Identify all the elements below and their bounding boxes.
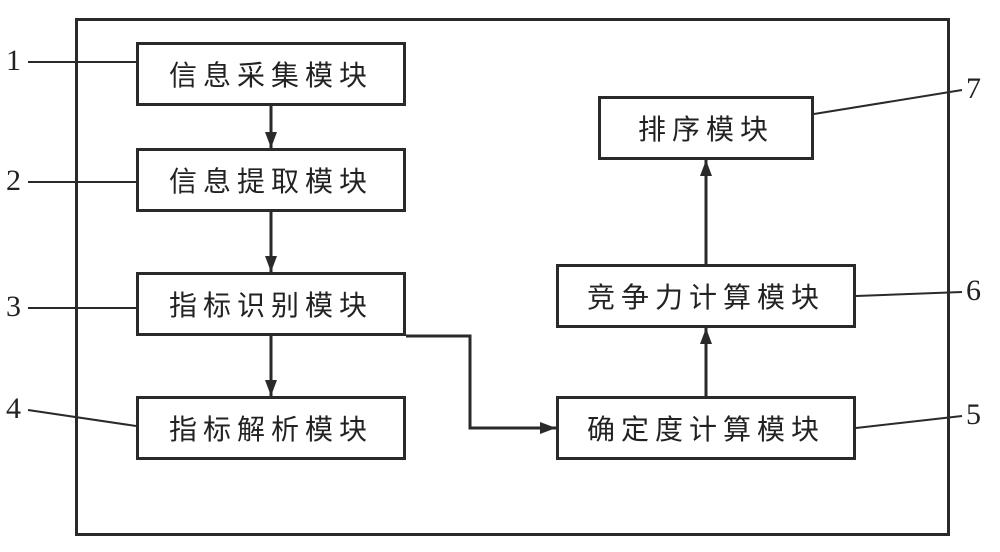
node-label: 排序模块 bbox=[638, 108, 774, 148]
ext-label-5: 5 bbox=[966, 398, 981, 432]
node-compete-calc: 竞争力计算模块 bbox=[556, 264, 856, 328]
ext-label-text: 2 bbox=[6, 164, 21, 197]
ext-label-2: 2 bbox=[6, 164, 21, 198]
ext-label-3: 3 bbox=[6, 290, 21, 324]
node-sort: 排序模块 bbox=[598, 96, 814, 160]
ext-label-text: 6 bbox=[966, 274, 981, 307]
node-certainty-calc: 确定度计算模块 bbox=[556, 396, 856, 460]
ext-label-1: 1 bbox=[6, 44, 21, 78]
node-label: 信息提取模块 bbox=[169, 160, 373, 200]
ext-label-7: 7 bbox=[966, 72, 981, 106]
ext-label-text: 4 bbox=[6, 392, 21, 425]
ext-label-text: 5 bbox=[966, 398, 981, 431]
node-label: 指标识别模块 bbox=[169, 284, 373, 324]
node-label: 指标解析模块 bbox=[169, 408, 373, 448]
ext-label-4: 4 bbox=[6, 392, 21, 426]
node-label: 确定度计算模块 bbox=[587, 408, 825, 448]
node-index-identify: 指标识别模块 bbox=[136, 272, 406, 336]
diagram-canvas: 信息采集模块 信息提取模块 指标识别模块 指标解析模块 确定度计算模块 竞争力计… bbox=[0, 0, 1000, 552]
ext-label-text: 3 bbox=[6, 290, 21, 323]
node-index-parse: 指标解析模块 bbox=[136, 396, 406, 460]
node-label: 信息采集模块 bbox=[169, 54, 373, 94]
node-label: 竞争力计算模块 bbox=[587, 276, 825, 316]
ext-label-text: 7 bbox=[966, 72, 981, 105]
node-info-extract: 信息提取模块 bbox=[136, 148, 406, 212]
ext-label-6: 6 bbox=[966, 274, 981, 308]
node-info-collect: 信息采集模块 bbox=[136, 42, 406, 106]
ext-label-text: 1 bbox=[6, 44, 21, 77]
